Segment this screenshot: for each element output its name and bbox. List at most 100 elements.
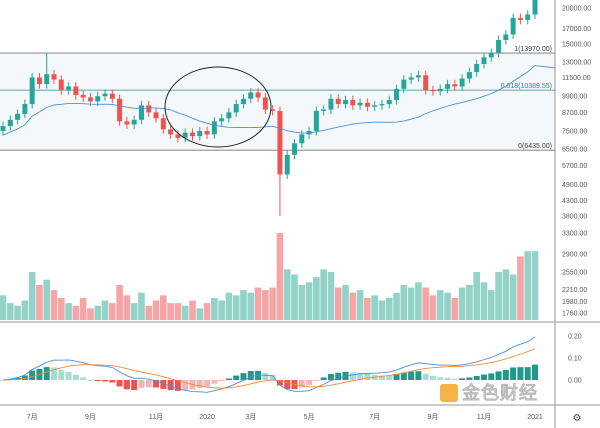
price-tick-label: 4300.00 xyxy=(562,198,587,205)
candle-body[interactable] xyxy=(525,14,531,20)
candle-body[interactable] xyxy=(102,93,108,97)
candle-body[interactable] xyxy=(452,84,458,87)
macd-histogram-bar xyxy=(65,371,72,380)
candle-body[interactable] xyxy=(189,132,195,137)
volume-bar xyxy=(422,287,429,320)
macd-histogram-bar xyxy=(196,380,203,388)
candle-body[interactable] xyxy=(95,96,101,102)
candle-body[interactable] xyxy=(204,130,210,135)
candle-body[interactable] xyxy=(343,100,349,105)
candle-body[interactable] xyxy=(109,93,115,99)
macd-histogram-bar xyxy=(247,371,254,380)
time-tick-label: 2020 xyxy=(199,414,215,421)
candle-body[interactable] xyxy=(0,126,6,131)
candle-body[interactable] xyxy=(211,121,217,135)
candle-body[interactable] xyxy=(124,121,130,125)
volume-bar xyxy=(436,290,444,320)
candle-body[interactable] xyxy=(532,0,538,15)
volume-bar xyxy=(400,284,408,320)
candle-body[interactable] xyxy=(466,72,472,79)
candle-body[interactable] xyxy=(350,100,356,106)
candle-body[interactable] xyxy=(197,130,203,137)
candle-body[interactable] xyxy=(7,119,13,127)
candle-body[interactable] xyxy=(58,79,64,91)
candle-body[interactable] xyxy=(255,92,261,98)
macd-histogram-bar xyxy=(87,379,94,381)
candle-body[interactable] xyxy=(36,77,42,85)
candle-body[interactable] xyxy=(292,143,298,155)
candle-body[interactable] xyxy=(240,98,246,105)
candle-body[interactable] xyxy=(394,88,400,101)
macd-histogram-bar xyxy=(284,380,291,390)
candle-body[interactable] xyxy=(219,118,225,122)
candle-body[interactable] xyxy=(357,102,363,106)
candle-body[interactable] xyxy=(430,90,436,92)
candle-body[interactable] xyxy=(517,17,523,20)
candle-body[interactable] xyxy=(87,97,93,102)
macd-histogram-bar xyxy=(29,370,36,380)
candle-body[interactable] xyxy=(262,97,268,110)
settings-gear-icon[interactable]: ⚙ xyxy=(573,413,582,424)
candle-body[interactable] xyxy=(233,104,239,113)
candle-body[interactable] xyxy=(73,86,79,95)
candle-body[interactable] xyxy=(66,86,72,91)
candle-body[interactable] xyxy=(401,79,407,89)
macd-histogram-bar xyxy=(357,372,364,380)
candle-body[interactable] xyxy=(313,110,319,131)
candle-body[interactable] xyxy=(248,92,254,99)
candle-body[interactable] xyxy=(481,57,487,65)
volume-bar xyxy=(502,269,510,320)
price-tick-label: 4900.00 xyxy=(562,182,587,189)
candle-body[interactable] xyxy=(270,109,276,111)
time-tick-label: 11月 xyxy=(477,413,491,421)
candle-body[interactable] xyxy=(437,88,443,92)
candle-body[interactable] xyxy=(386,100,392,105)
candle-body[interactable] xyxy=(335,98,341,105)
candle-body[interactable] xyxy=(138,105,144,120)
candle-body[interactable] xyxy=(474,64,480,73)
candle-body[interactable] xyxy=(277,110,283,175)
candle-body[interactable] xyxy=(131,119,137,125)
candle-body[interactable] xyxy=(364,102,370,107)
candle-body[interactable] xyxy=(175,134,181,138)
price-tick-label: 5700.00 xyxy=(562,163,587,170)
candle-body[interactable] xyxy=(445,84,451,89)
macd-histogram-bar xyxy=(495,371,502,380)
candle-body[interactable] xyxy=(488,52,494,58)
candle-body[interactable] xyxy=(321,109,327,111)
candle-body[interactable] xyxy=(153,112,159,119)
candle-body[interactable] xyxy=(496,40,502,53)
volume-bar xyxy=(181,305,189,320)
candle-body[interactable] xyxy=(22,104,28,114)
candle-body[interactable] xyxy=(15,113,21,120)
candle-body[interactable] xyxy=(168,129,174,135)
volume-bar xyxy=(524,251,532,320)
candle-body[interactable] xyxy=(146,105,152,113)
candle-body[interactable] xyxy=(226,112,232,119)
candle-body[interactable] xyxy=(415,75,421,78)
macd-histogram-bar xyxy=(400,372,407,380)
candle-body[interactable] xyxy=(284,154,290,175)
candle-body[interactable] xyxy=(379,104,385,106)
candle-body[interactable] xyxy=(80,94,86,98)
candle-body[interactable] xyxy=(423,75,429,91)
volume-bar xyxy=(6,303,14,320)
volume-bar xyxy=(393,292,400,320)
candle-body[interactable] xyxy=(408,77,414,80)
candle-body[interactable] xyxy=(328,98,334,110)
candle-body[interactable] xyxy=(29,77,35,105)
volume-bar xyxy=(276,233,284,320)
annotation-ellipse[interactable] xyxy=(164,66,272,148)
time-tick-label: 7月 xyxy=(369,413,380,421)
candle-body[interactable] xyxy=(160,118,166,130)
candle-body[interactable] xyxy=(117,98,123,122)
candle-body[interactable] xyxy=(372,105,378,107)
candle-body[interactable] xyxy=(503,34,509,41)
candle-body[interactable] xyxy=(299,134,305,144)
candle-body[interactable] xyxy=(182,132,188,138)
candle-body[interactable] xyxy=(51,74,57,80)
candle-body[interactable] xyxy=(459,78,465,87)
candle-body[interactable] xyxy=(44,74,50,85)
candle-body[interactable] xyxy=(510,17,516,35)
